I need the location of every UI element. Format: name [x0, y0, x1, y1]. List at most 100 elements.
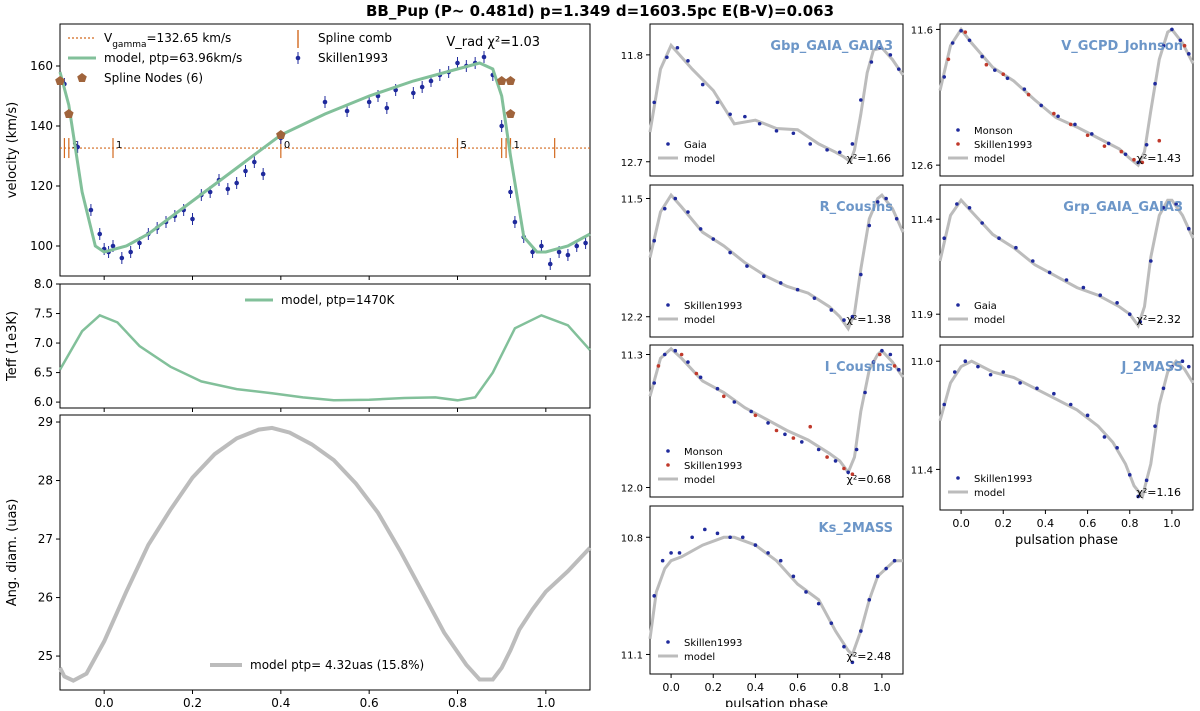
I_Cousins-data-point	[888, 352, 893, 357]
Grp_GAIA_GAIA3-data-point	[1030, 259, 1035, 263]
V_GCPD_Johnson-data-point	[1132, 157, 1136, 162]
teff-model-line	[58, 313, 591, 402]
velocity-data-point	[499, 123, 504, 129]
Gbp_GAIA_GAIA3-data-point	[896, 67, 901, 71]
R_Cousins-panel-frame	[649, 184, 904, 338]
V_GCPD_Johnson-data-point	[1039, 103, 1043, 108]
Grp_GAIA_GAIA3-data-point	[1064, 278, 1069, 282]
V_GCPD_Johnson-data-point	[1022, 87, 1027, 91]
J_2MASS-data-point	[1170, 364, 1174, 369]
I_Cousins-data-point	[791, 436, 796, 440]
Ks_2MASS-data-point	[816, 601, 821, 606]
ytick-label: 6.5	[34, 366, 53, 380]
legend-model-text: model	[684, 652, 715, 663]
Ks_2MASS-data-point	[791, 574, 796, 579]
Ks_2MASS-data-point	[677, 551, 682, 555]
V_GCPD_Johnson-data-point	[1085, 133, 1090, 138]
Ks_2MASS-data-point	[766, 551, 770, 555]
Grp_GAIA_GAIA3-data-point	[1174, 202, 1178, 206]
legend-vgamma-value: =132.65 km/s	[147, 31, 232, 45]
figure-title: BB_Pup (P~ 0.481d) p=1.349 d=1603.5pc E(…	[366, 2, 834, 20]
spline-node	[276, 130, 286, 139]
velocity-data-point	[419, 84, 425, 90]
Ks_2MASS-data-point	[892, 558, 897, 563]
ytick-label: 27	[38, 532, 53, 546]
Grp_GAIA_GAIA3-data-point	[1098, 293, 1103, 298]
J_2MASS-data-point	[1186, 364, 1191, 369]
legend-series-text: Skillen1993	[684, 638, 742, 649]
legend-data-swatch	[956, 476, 960, 480]
R_Cousins-data-point	[850, 314, 855, 319]
J_2MASS-data-point	[1136, 494, 1140, 499]
velocity-data-point	[512, 219, 518, 225]
ytick-label: 11.0	[911, 357, 933, 368]
V_GCPD_Johnson-data-point	[1182, 43, 1187, 48]
I_Cousins-data-point	[850, 472, 855, 477]
J_2MASS-data-point	[942, 402, 947, 407]
velocity-data-point	[428, 78, 434, 84]
V_GCPD_Johnson-data-point	[1073, 122, 1077, 127]
Grp_GAIA_GAIA3-data-point	[1186, 226, 1191, 231]
V_GCPD_Johnson-data-point	[1102, 144, 1107, 148]
velocity-data-point	[556, 249, 562, 255]
xtick-label: 0.4	[747, 681, 765, 694]
legend-data-swatch	[956, 303, 960, 307]
legend-data-swatch	[956, 142, 960, 146]
velocity-data-point	[110, 243, 116, 249]
legend-series-text: Monson	[684, 447, 723, 458]
J_2MASS-data-point	[1068, 402, 1073, 407]
xtick-label: 0.0	[95, 696, 114, 707]
spline-node	[64, 109, 74, 118]
V_GCPD_Johnson-data-point	[1157, 138, 1162, 143]
Gbp_GAIA_GAIA3-data-point	[652, 100, 657, 105]
legend-data-swatch	[295, 55, 301, 61]
Ks_2MASS-data-point	[753, 543, 758, 547]
Gbp_GAIA_GAIA3-model-line	[648, 42, 905, 165]
I_Cousins-data-point	[662, 352, 667, 357]
legend-vgamma-subscript: gamma	[112, 40, 146, 50]
J_2MASS-data-point	[1161, 386, 1166, 391]
ytick-label: 7.0	[34, 336, 53, 350]
I_Cousins-data-point	[673, 348, 678, 353]
R_Cousins-data-point	[762, 274, 766, 279]
I_Cousins-data-point	[749, 409, 753, 414]
xtick-label: 0.6	[789, 681, 807, 694]
Gbp_GAIA_GAIA3-data-point	[774, 129, 779, 133]
Gbp_GAIA_GAIA3-data-point	[757, 121, 762, 126]
comb-label: 1	[514, 140, 520, 151]
velocity-data-point	[190, 216, 195, 222]
diameter-model-line	[58, 425, 592, 683]
ytick-label: 160	[30, 59, 53, 73]
V_GCPD_Johnson-data-point	[1052, 111, 1056, 116]
ytick-label: 11.3	[621, 351, 643, 362]
xtick-label: 1.0	[536, 696, 555, 707]
I_Cousins-data-point	[808, 424, 813, 429]
spline-node	[505, 76, 516, 85]
I_Cousins-data-point	[694, 371, 699, 376]
Grp_GAIA_GAIA3-data-point	[1127, 312, 1132, 317]
J_2MASS-data-point	[1180, 359, 1185, 364]
legend-data-text: Skillen1993	[318, 51, 388, 65]
I_Cousins-data-point	[721, 394, 726, 399]
legend-model-text: model	[974, 488, 1005, 499]
R_Cousins-data-point	[829, 308, 834, 312]
comb-label: 5	[461, 140, 467, 151]
spline-node	[505, 109, 516, 118]
R_Cousins-data-point	[728, 250, 732, 255]
Gbp_GAIA_GAIA3-data-point	[791, 131, 796, 136]
ytick-label: 11.4	[911, 215, 933, 226]
V_GCPD_Johnson-data-point	[959, 28, 963, 33]
ytick-label: 29	[38, 415, 53, 429]
V_GCPD_Johnson-data-point	[1106, 141, 1111, 146]
ytick-label: 10.8	[621, 533, 643, 544]
Gbp_GAIA_GAIA3-data-point	[850, 142, 855, 146]
Gbp_GAIA_GAIA3-data-point	[715, 100, 720, 105]
band-label: I_Cousins	[825, 360, 894, 375]
Gbp_GAIA_GAIA3-data-point	[686, 59, 690, 63]
chi2-label: χ²=0.68	[847, 473, 891, 486]
Ks_2MASS-data-point	[884, 566, 888, 571]
V_GCPD_Johnson-data-point	[1068, 122, 1073, 127]
J_2MASS-data-point	[963, 359, 968, 364]
V_GCPD_Johnson-data-point	[1026, 92, 1031, 97]
V_GCPD_Johnson-data-point	[1144, 142, 1149, 147]
